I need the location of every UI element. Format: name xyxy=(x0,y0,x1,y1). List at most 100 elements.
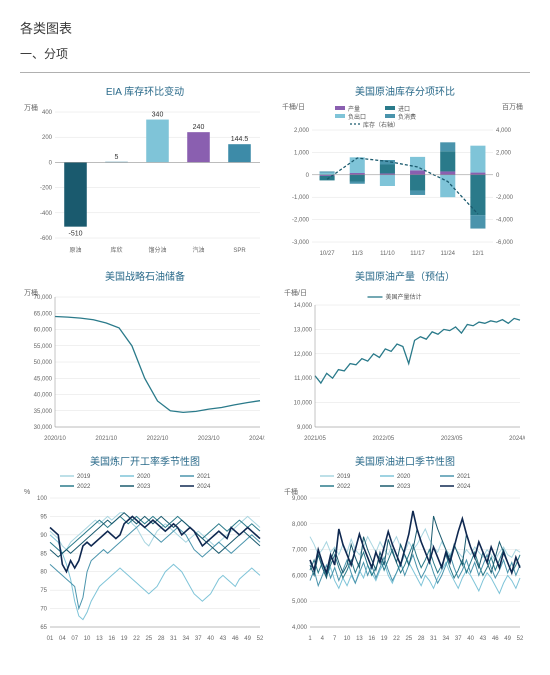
chart-1-title: EIA 库存环比变动 xyxy=(20,83,270,98)
svg-text:14,000: 14,000 xyxy=(294,303,313,309)
svg-text:50,000: 50,000 xyxy=(34,360,53,366)
svg-text:34: 34 xyxy=(443,636,450,642)
svg-text:0: 0 xyxy=(49,160,53,166)
svg-text:2020: 2020 xyxy=(397,474,411,480)
svg-text:70,000: 70,000 xyxy=(34,295,53,301)
svg-text:-2,000: -2,000 xyxy=(292,218,310,224)
svg-text:04: 04 xyxy=(59,636,66,642)
svg-text:9,000: 9,000 xyxy=(292,496,308,502)
svg-text:2021/05: 2021/05 xyxy=(304,436,326,442)
svg-text:19: 19 xyxy=(121,636,128,642)
svg-text:2023: 2023 xyxy=(397,484,411,490)
svg-text:2021: 2021 xyxy=(197,474,211,480)
svg-text:百万桶: 百万桶 xyxy=(502,102,523,111)
svg-text:13: 13 xyxy=(356,636,363,642)
svg-text:产量: 产量 xyxy=(348,105,360,113)
svg-text:43: 43 xyxy=(220,636,227,642)
svg-text:9,000: 9,000 xyxy=(297,425,313,431)
svg-text:SPR: SPR xyxy=(233,248,246,254)
svg-text:1: 1 xyxy=(308,636,312,642)
svg-text:16: 16 xyxy=(108,636,115,642)
svg-text:11/10: 11/10 xyxy=(380,251,395,257)
svg-text:52: 52 xyxy=(257,636,264,642)
svg-text:千桶/日: 千桶/日 xyxy=(282,102,305,111)
svg-text:10: 10 xyxy=(344,636,351,642)
svg-text:2,000: 2,000 xyxy=(496,150,512,156)
svg-text:2022: 2022 xyxy=(77,484,91,490)
svg-text:库欣: 库欣 xyxy=(110,246,122,254)
svg-text:46: 46 xyxy=(492,636,499,642)
svg-text:35,000: 35,000 xyxy=(34,409,53,415)
chart-6: 美国原油进口季节性图 千桶2019202020212022202320244,0… xyxy=(280,453,530,645)
svg-text:95: 95 xyxy=(40,514,47,520)
svg-text:10: 10 xyxy=(84,636,91,642)
svg-text:2023/10: 2023/10 xyxy=(198,436,220,442)
svg-text:5: 5 xyxy=(115,154,119,161)
svg-text:负消费: 负消费 xyxy=(398,113,416,121)
chart-4-title: 美国原油产量（预估） xyxy=(280,268,530,283)
chart-6-title: 美国原油进口季节性图 xyxy=(280,453,530,468)
svg-text:2020: 2020 xyxy=(137,474,151,480)
svg-text:13,000: 13,000 xyxy=(294,327,313,333)
svg-text:240: 240 xyxy=(193,124,205,131)
svg-text:4,000: 4,000 xyxy=(496,128,512,134)
svg-text:2019: 2019 xyxy=(337,474,351,480)
svg-text:11/17: 11/17 xyxy=(410,251,425,257)
svg-text:11/3: 11/3 xyxy=(352,251,364,257)
chart-2-title: 美国原油库存分项环比 xyxy=(280,83,530,98)
svg-text:22: 22 xyxy=(393,636,400,642)
svg-text:200: 200 xyxy=(42,135,53,141)
svg-text:28: 28 xyxy=(418,636,425,642)
svg-text:4: 4 xyxy=(321,636,325,642)
svg-text:8,000: 8,000 xyxy=(292,522,308,528)
svg-text:千桶: 千桶 xyxy=(284,487,298,496)
svg-text:37: 37 xyxy=(455,636,462,642)
chart-5-title: 美国炼厂开工率季节性图 xyxy=(20,453,270,468)
svg-text:55,000: 55,000 xyxy=(34,344,53,350)
svg-text:美国产量估计: 美国产量估计 xyxy=(386,293,422,301)
svg-text:40: 40 xyxy=(467,636,474,642)
svg-text:31: 31 xyxy=(430,636,437,642)
svg-text:100: 100 xyxy=(37,496,48,502)
svg-text:10,000: 10,000 xyxy=(294,401,313,407)
svg-text:22: 22 xyxy=(133,636,140,642)
svg-text:2022/05: 2022/05 xyxy=(372,436,394,442)
svg-text:25: 25 xyxy=(145,636,152,642)
svg-text:2024/05: 2024/05 xyxy=(509,436,525,442)
svg-text:原油: 原油 xyxy=(69,246,81,254)
svg-text:-400: -400 xyxy=(40,211,53,217)
chart-4: 美国原油产量（预估） 千桶/日美国产量估计9,00010,00011,00012… xyxy=(280,268,530,445)
svg-text:13: 13 xyxy=(96,636,103,642)
svg-text:馏分油: 馏分油 xyxy=(148,246,166,254)
chart-5: 美国炼厂开工率季节性图 %201920202021202220232024657… xyxy=(20,453,270,645)
chart-3-title: 美国战略石油储备 xyxy=(20,268,270,283)
svg-text:40,000: 40,000 xyxy=(34,393,53,399)
chart-1: EIA 库存环比变动 万桶-600-400-2000200400-510原油5库… xyxy=(20,83,270,260)
svg-text:1,000: 1,000 xyxy=(294,150,310,156)
svg-text:2024: 2024 xyxy=(457,484,471,490)
svg-text:%: % xyxy=(24,489,30,496)
svg-text:30,000: 30,000 xyxy=(34,425,53,431)
svg-text:负出口: 负出口 xyxy=(348,113,366,121)
svg-text:2024: 2024 xyxy=(197,484,211,490)
svg-text:库存（右轴）: 库存（右轴） xyxy=(363,121,399,129)
svg-text:40: 40 xyxy=(207,636,214,642)
svg-text:2023/05: 2023/05 xyxy=(441,436,463,442)
svg-text:2020/10: 2020/10 xyxy=(44,436,66,442)
svg-text:-4,000: -4,000 xyxy=(496,218,514,224)
chart-2: 美国原油库存分项环比 千桶/日百万桶产量进口负出口负消费库存（右轴）-3,000… xyxy=(280,83,530,260)
svg-text:43: 43 xyxy=(480,636,487,642)
svg-text:07: 07 xyxy=(71,636,78,642)
svg-text:-2,000: -2,000 xyxy=(496,195,514,201)
divider xyxy=(20,72,530,73)
svg-text:万桶: 万桶 xyxy=(24,103,38,112)
svg-text:2022: 2022 xyxy=(337,484,351,490)
svg-text:49: 49 xyxy=(504,636,511,642)
svg-text:2019: 2019 xyxy=(77,474,91,480)
svg-text:49: 49 xyxy=(244,636,251,642)
svg-text:11/24: 11/24 xyxy=(440,251,455,257)
svg-text:2022/10: 2022/10 xyxy=(147,436,169,442)
chart-3: 美国战略石油储备 万桶30,00035,00040,00045,00050,00… xyxy=(20,268,270,445)
section-label: 一、分项 xyxy=(20,45,530,62)
svg-text:65: 65 xyxy=(40,625,47,631)
